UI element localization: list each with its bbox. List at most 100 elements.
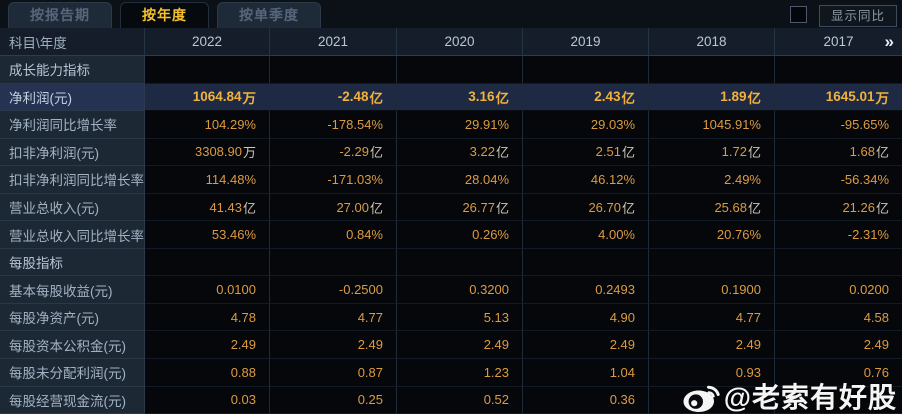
cell-value: -2.48 亿	[270, 83, 397, 112]
year-label: 2022	[191, 34, 223, 49]
year-header-2021: 2021	[270, 28, 397, 56]
year-header-2019: 2019	[523, 28, 649, 56]
row-label: 基本每股收益(元)	[0, 276, 145, 304]
row-label: 营业总收入(元)	[0, 193, 145, 222]
cell-value: 53.46%	[145, 221, 270, 249]
cell-value: 2.49	[270, 331, 397, 360]
cell-value: 1.72 亿	[649, 138, 775, 167]
table-row: 基本每股收益(元) 0.0100 -0.2500 0.3200 0.2493 0.1900…	[0, 276, 902, 304]
cell-value: 29.03%	[523, 111, 649, 139]
table-row: 每股未分配利润(元) 0.88 0.87 1.23 1.04 0.93 0.76	[0, 359, 902, 387]
cell-value: 1.04	[523, 359, 649, 387]
table-row: 每股资本公积金(元) 2.49 2.49 2.49 2.49 2.49 2.49	[0, 331, 902, 360]
table-header-row: 科目\年度 2022 2021 2020 2019 2018 2017 »	[0, 28, 902, 56]
cell-value	[523, 248, 649, 277]
cell-value: 41.43 亿	[145, 193, 270, 222]
tab-by-report-period[interactable]: 按报告期	[8, 2, 112, 28]
year-header-2020: 2020	[397, 28, 523, 56]
financials-table: 科目\年度 2022 2021 2020 2019 2018 2017 » 成长能力指标 净利润(…	[0, 28, 902, 414]
cell-value: 0.52	[397, 386, 523, 414]
cell-value	[523, 56, 649, 84]
cell-value: 0.26%	[397, 221, 523, 249]
period-tabbar: 按报告期 按年度 按单季度 显示同比	[0, 0, 902, 28]
table-row: 净利润(元) 1064.84 万 -2.48 亿 3.16 亿 2.43 亿 1.89 亿 1645.…	[0, 83, 902, 112]
cell-value: -0.2500	[270, 276, 397, 304]
row-label: 每股指标	[0, 248, 145, 277]
cell-value: 0.36	[523, 386, 649, 414]
cell-value: 26.70 亿	[523, 193, 649, 222]
row-label: 每股资本公积金(元)	[0, 331, 145, 360]
tab-by-quarter[interactable]: 按单季度	[217, 2, 321, 28]
row-label: 扣非净利润(元)	[0, 138, 145, 167]
cell-value: -2.29 亿	[270, 138, 397, 167]
cell-value: 0.87	[270, 359, 397, 387]
cell-value: 4.78	[145, 303, 270, 332]
table-row: 营业总收入(元) 41.43 亿 27.00 亿 26.77 亿 26.70 亿 25.68 亿 21…	[0, 193, 902, 222]
cell-value: 0.93	[649, 359, 775, 387]
cell-value	[775, 386, 902, 414]
cell-value: 114.48%	[145, 166, 270, 194]
cell-value: 5.13	[397, 303, 523, 332]
cell-value: 1.68 亿	[775, 138, 902, 167]
cell-value: -95.65%	[775, 111, 902, 139]
tab-by-year[interactable]: 按年度	[120, 2, 209, 28]
cell-value: 2.49%	[649, 166, 775, 194]
section-row: 每股指标	[0, 248, 902, 277]
cell-value: 3308.90 万	[145, 138, 270, 167]
cell-value	[649, 56, 775, 84]
row-label: 每股净资产(元)	[0, 303, 145, 332]
cell-value: 4.00%	[523, 221, 649, 249]
cell-value: 46.12%	[523, 166, 649, 194]
cell-value: 2.49	[649, 331, 775, 360]
cell-value: 29.91%	[397, 111, 523, 139]
cell-value: 1045.91%	[649, 111, 775, 139]
cell-value: 0.25	[270, 386, 397, 414]
cell-value: -2.31%	[775, 221, 902, 249]
cell-value	[775, 248, 902, 277]
year-label: 2021	[317, 34, 349, 49]
cell-value: 0.1900	[649, 276, 775, 304]
show-yoy-button[interactable]: 显示同比	[819, 5, 897, 27]
cell-value: -171.03%	[270, 166, 397, 194]
cell-value: 0.88	[145, 359, 270, 387]
year-label: 2018	[696, 34, 727, 49]
cell-value: 26.77 亿	[397, 193, 523, 222]
year-label: 2017	[823, 34, 854, 49]
show-yoy-checkbox[interactable]	[790, 6, 807, 23]
cell-value	[775, 56, 902, 84]
row-label: 成长能力指标	[0, 56, 145, 84]
cell-value: 20.76%	[649, 221, 775, 249]
cell-value: -56.34%	[775, 166, 902, 194]
table-corner-label: 科目\年度	[0, 28, 145, 56]
table-row: 扣非净利润(元) 3308.90 万 -2.29 亿 3.22 亿 2.51 亿 1.72 亿 1.6…	[0, 138, 902, 167]
year-label: 2020	[444, 34, 475, 49]
year-header-2022: 2022	[145, 28, 270, 56]
more-years-chevron-icon[interactable]: »	[884, 31, 894, 51]
cell-value: 0.03	[145, 386, 270, 414]
cell-value: 0.2493	[523, 276, 649, 304]
table-row: 净利润同比增长率 104.29% -178.54% 29.91% 29.03% 1045.…	[0, 111, 902, 139]
cell-value	[649, 386, 775, 414]
cell-value: 0.3200	[397, 276, 523, 304]
cell-value: -178.54%	[270, 111, 397, 139]
table-row: 营业总收入同比增长率 53.46% 0.84% 0.26% 4.00% 20.76% -2.…	[0, 221, 902, 249]
row-label: 净利润同比增长率	[0, 111, 145, 139]
cell-value: 2.49	[775, 331, 902, 360]
row-label: 每股未分配利润(元)	[0, 359, 145, 387]
cell-value: 25.68 亿	[649, 193, 775, 222]
cell-value: 1645.01 万	[775, 83, 902, 112]
cell-value	[270, 56, 397, 84]
cell-value: 3.22 亿	[397, 138, 523, 167]
cell-value: 2.51 亿	[523, 138, 649, 167]
year-header-2018: 2018	[649, 28, 775, 56]
cell-value: 2.49	[145, 331, 270, 360]
cell-value	[649, 248, 775, 277]
row-label: 净利润(元)	[0, 83, 145, 112]
cell-value: 2.49	[523, 331, 649, 360]
table-row: 每股净资产(元) 4.78 4.77 5.13 4.90 4.77 4.58	[0, 303, 902, 332]
cell-value: 4.90	[523, 303, 649, 332]
cell-value: 0.84%	[270, 221, 397, 249]
cell-value: 2.49	[397, 331, 523, 360]
cell-value	[145, 56, 270, 84]
